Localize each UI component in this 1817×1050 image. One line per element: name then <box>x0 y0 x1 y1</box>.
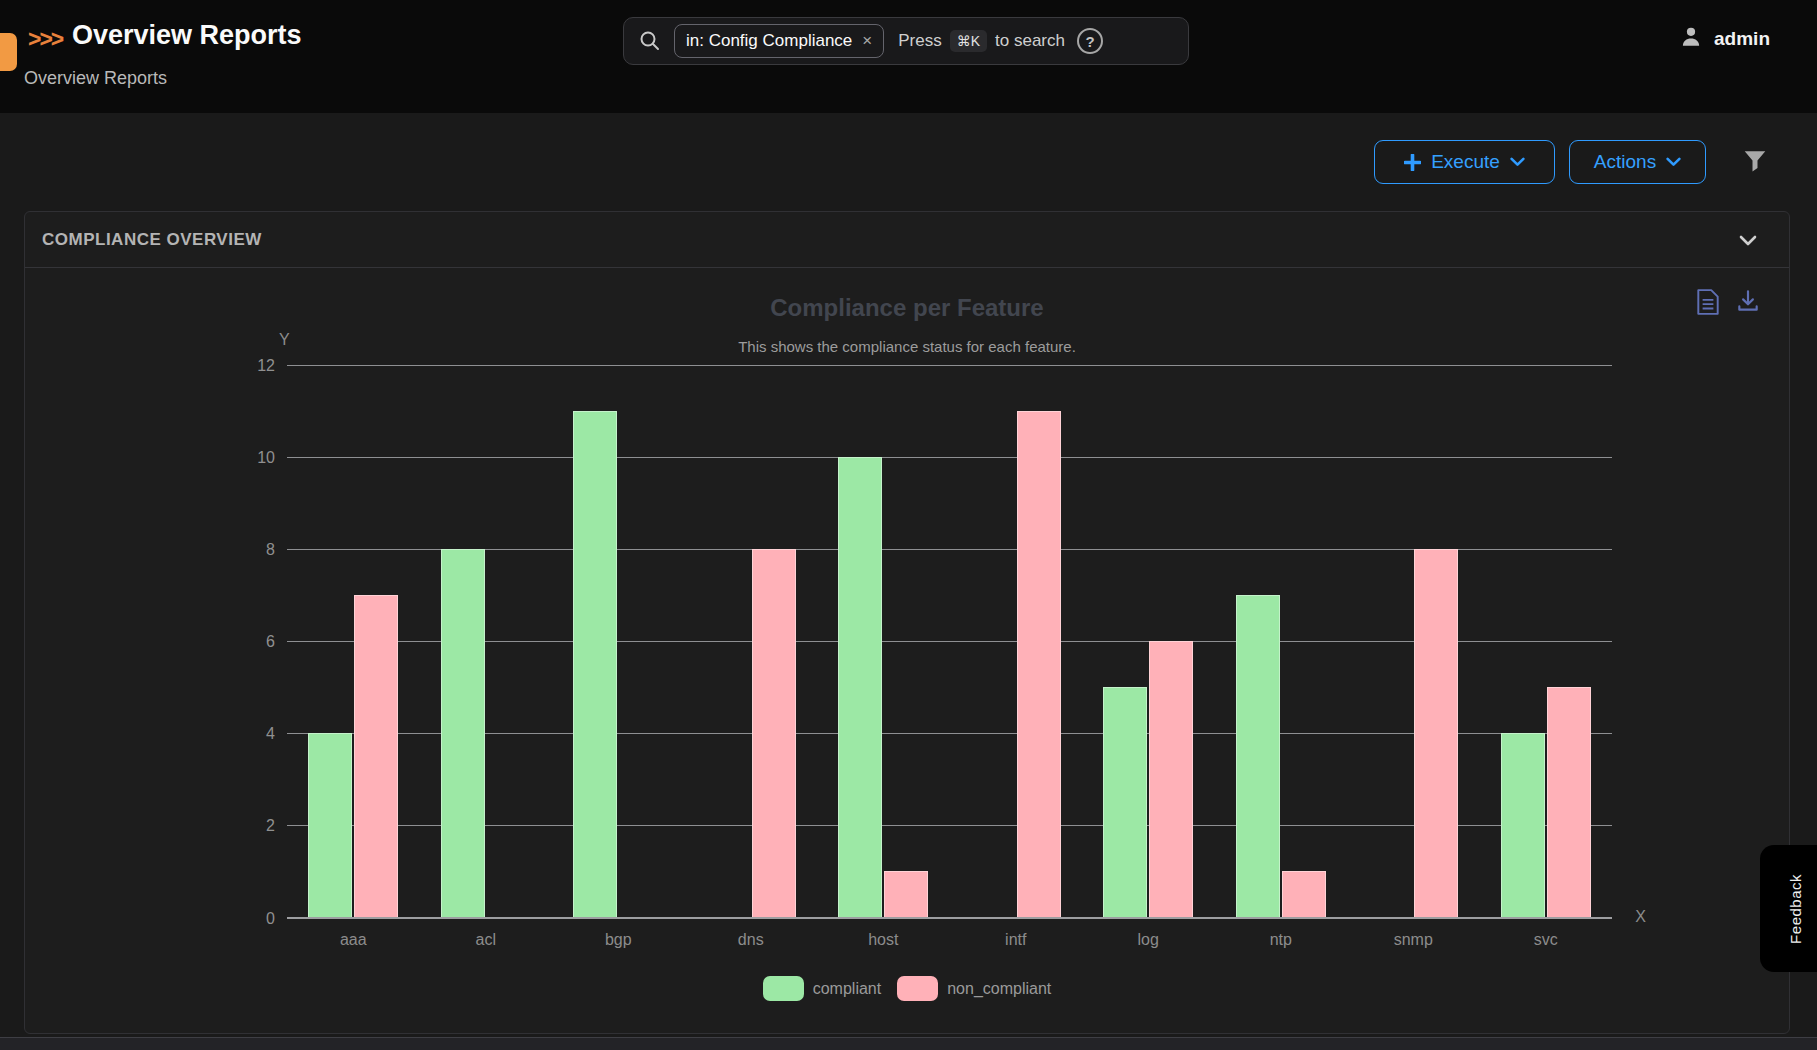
legend-swatch-compliant <box>763 976 804 1001</box>
app-window: >>> Overview Reports Overview Reports in… <box>0 0 1817 1050</box>
bar-group-dns: dns <box>685 365 818 917</box>
legend-item-compliant[interactable]: compliant <box>763 976 881 1001</box>
chevron-down-icon <box>1510 157 1525 167</box>
user-name: admin <box>1714 28 1770 50</box>
chart-action-icons <box>1696 288 1761 320</box>
x-tick-label-dns: dns <box>685 931 818 949</box>
actions-button-label: Actions <box>1594 151 1656 173</box>
legend-label: compliant <box>813 980 881 998</box>
bar-group-host: host <box>817 365 950 917</box>
feedback-tab[interactable]: Feedback <box>1760 845 1817 972</box>
bar-group-aaa: aaa <box>287 365 420 917</box>
bar-host-compliant <box>838 457 882 917</box>
bar-ntp-compliant <box>1236 595 1280 917</box>
top-header: >>> Overview Reports Overview Reports in… <box>0 0 1817 113</box>
search-filter-chip-label: in: Config Compliance <box>686 31 852 51</box>
search-icon <box>638 29 662 53</box>
x-axis-name: X <box>1635 908 1646 926</box>
bar-snmp-non_compliant <box>1414 549 1458 917</box>
bar-svc-non_compliant <box>1547 687 1591 917</box>
compliance-overview-panel: COMPLIANCE OVERVIEW Compliance per Featu… <box>24 211 1790 1034</box>
gridline-y-0: 0 <box>287 917 1612 919</box>
y-tick-label: 6 <box>266 633 275 651</box>
bar-aaa-non_compliant <box>354 595 398 917</box>
x-tick-label-ntp: ntp <box>1215 931 1348 949</box>
search-input[interactable]: in: Config Compliance × Press ⌘K to sear… <box>623 17 1189 65</box>
user-menu[interactable]: admin <box>1678 24 1770 54</box>
search-hint-text: Press <box>898 31 941 51</box>
y-tick-label: 10 <box>257 449 275 467</box>
bar-ntp-non_compliant <box>1282 871 1326 917</box>
chevron-down-icon <box>1666 157 1681 167</box>
bar-group-svc: svc <box>1480 365 1613 917</box>
actions-button[interactable]: Actions <box>1569 140 1706 184</box>
y-tick-label: 2 <box>266 817 275 835</box>
bottom-panel-edge <box>0 1037 1817 1050</box>
bar-group-log: log <box>1082 365 1215 917</box>
bar-log-compliant <box>1103 687 1147 917</box>
x-tick-label-snmp: snmp <box>1347 931 1480 949</box>
feedback-tab-label: Feedback <box>1787 874 1804 944</box>
execute-button-label: Execute <box>1431 151 1500 173</box>
y-tick-label: 8 <box>266 541 275 559</box>
breadcrumb: Overview Reports <box>24 68 167 89</box>
bar-host-non_compliant <box>884 871 928 917</box>
page-title: Overview Reports <box>72 20 302 51</box>
search-hint-text-2: to search <box>995 31 1065 51</box>
plot-area: Y X 024681012aaaaclbgpdnshostintflogntps… <box>287 365 1612 917</box>
bar-aaa-compliant <box>308 733 352 917</box>
x-tick-label-bgp: bgp <box>552 931 685 949</box>
bar-bgp-compliant <box>573 411 617 917</box>
cmd-k-key-badge: ⌘K <box>950 30 987 52</box>
y-tick-label: 4 <box>266 725 275 743</box>
bar-group-intf: intf <box>950 365 1083 917</box>
chart-title: Compliance per Feature <box>25 294 1789 322</box>
x-tick-label-intf: intf <box>950 931 1083 949</box>
x-tick-label-log: log <box>1082 931 1215 949</box>
panel-title: COMPLIANCE OVERVIEW <box>42 230 262 250</box>
bar-group-acl: acl <box>420 365 553 917</box>
download-icon[interactable] <box>1735 288 1761 320</box>
x-tick-label-aaa: aaa <box>287 931 420 949</box>
collapse-chevron-icon[interactable] <box>1739 232 1757 250</box>
plus-icon <box>1404 154 1421 171</box>
legend-swatch-non_compliant <box>897 976 938 1001</box>
bar-dns-non_compliant <box>752 549 796 917</box>
bar-group-bgp: bgp <box>552 365 685 917</box>
execute-button[interactable]: Execute <box>1374 140 1555 184</box>
user-icon <box>1678 24 1704 54</box>
x-tick-label-svc: svc <box>1480 931 1613 949</box>
legend-label: non_compliant <box>947 980 1051 998</box>
y-tick-label: 0 <box>266 910 275 928</box>
help-icon[interactable]: ? <box>1077 28 1103 54</box>
x-tick-label-acl: acl <box>420 931 553 949</box>
panel-header: COMPLIANCE OVERVIEW <box>25 212 1789 268</box>
chip-close-icon[interactable]: × <box>862 31 872 51</box>
drawer-handle[interactable] <box>0 33 17 71</box>
bar-group-snmp: snmp <box>1347 365 1480 917</box>
y-tick-label: 12 <box>257 357 275 375</box>
x-tick-label-host: host <box>817 931 950 949</box>
y-axis-name: Y <box>279 331 290 349</box>
bar-group-ntp: ntp <box>1215 365 1348 917</box>
bar-intf-non_compliant <box>1017 411 1061 917</box>
chart-container: Compliance per Feature This shows the co… <box>25 268 1789 1033</box>
bar-svc-compliant <box>1501 733 1545 917</box>
bar-acl-compliant <box>441 549 485 917</box>
triple-chevron-icon: >>> <box>28 26 62 53</box>
legend-item-non_compliant[interactable]: non_compliant <box>897 976 1051 1001</box>
bar-log-non_compliant <box>1149 641 1193 917</box>
data-view-icon[interactable] <box>1696 288 1720 320</box>
filter-icon[interactable] <box>1742 148 1768 178</box>
chart-legend: compliant non_compliant <box>25 976 1789 1001</box>
search-filter-chip[interactable]: in: Config Compliance × <box>674 24 884 58</box>
